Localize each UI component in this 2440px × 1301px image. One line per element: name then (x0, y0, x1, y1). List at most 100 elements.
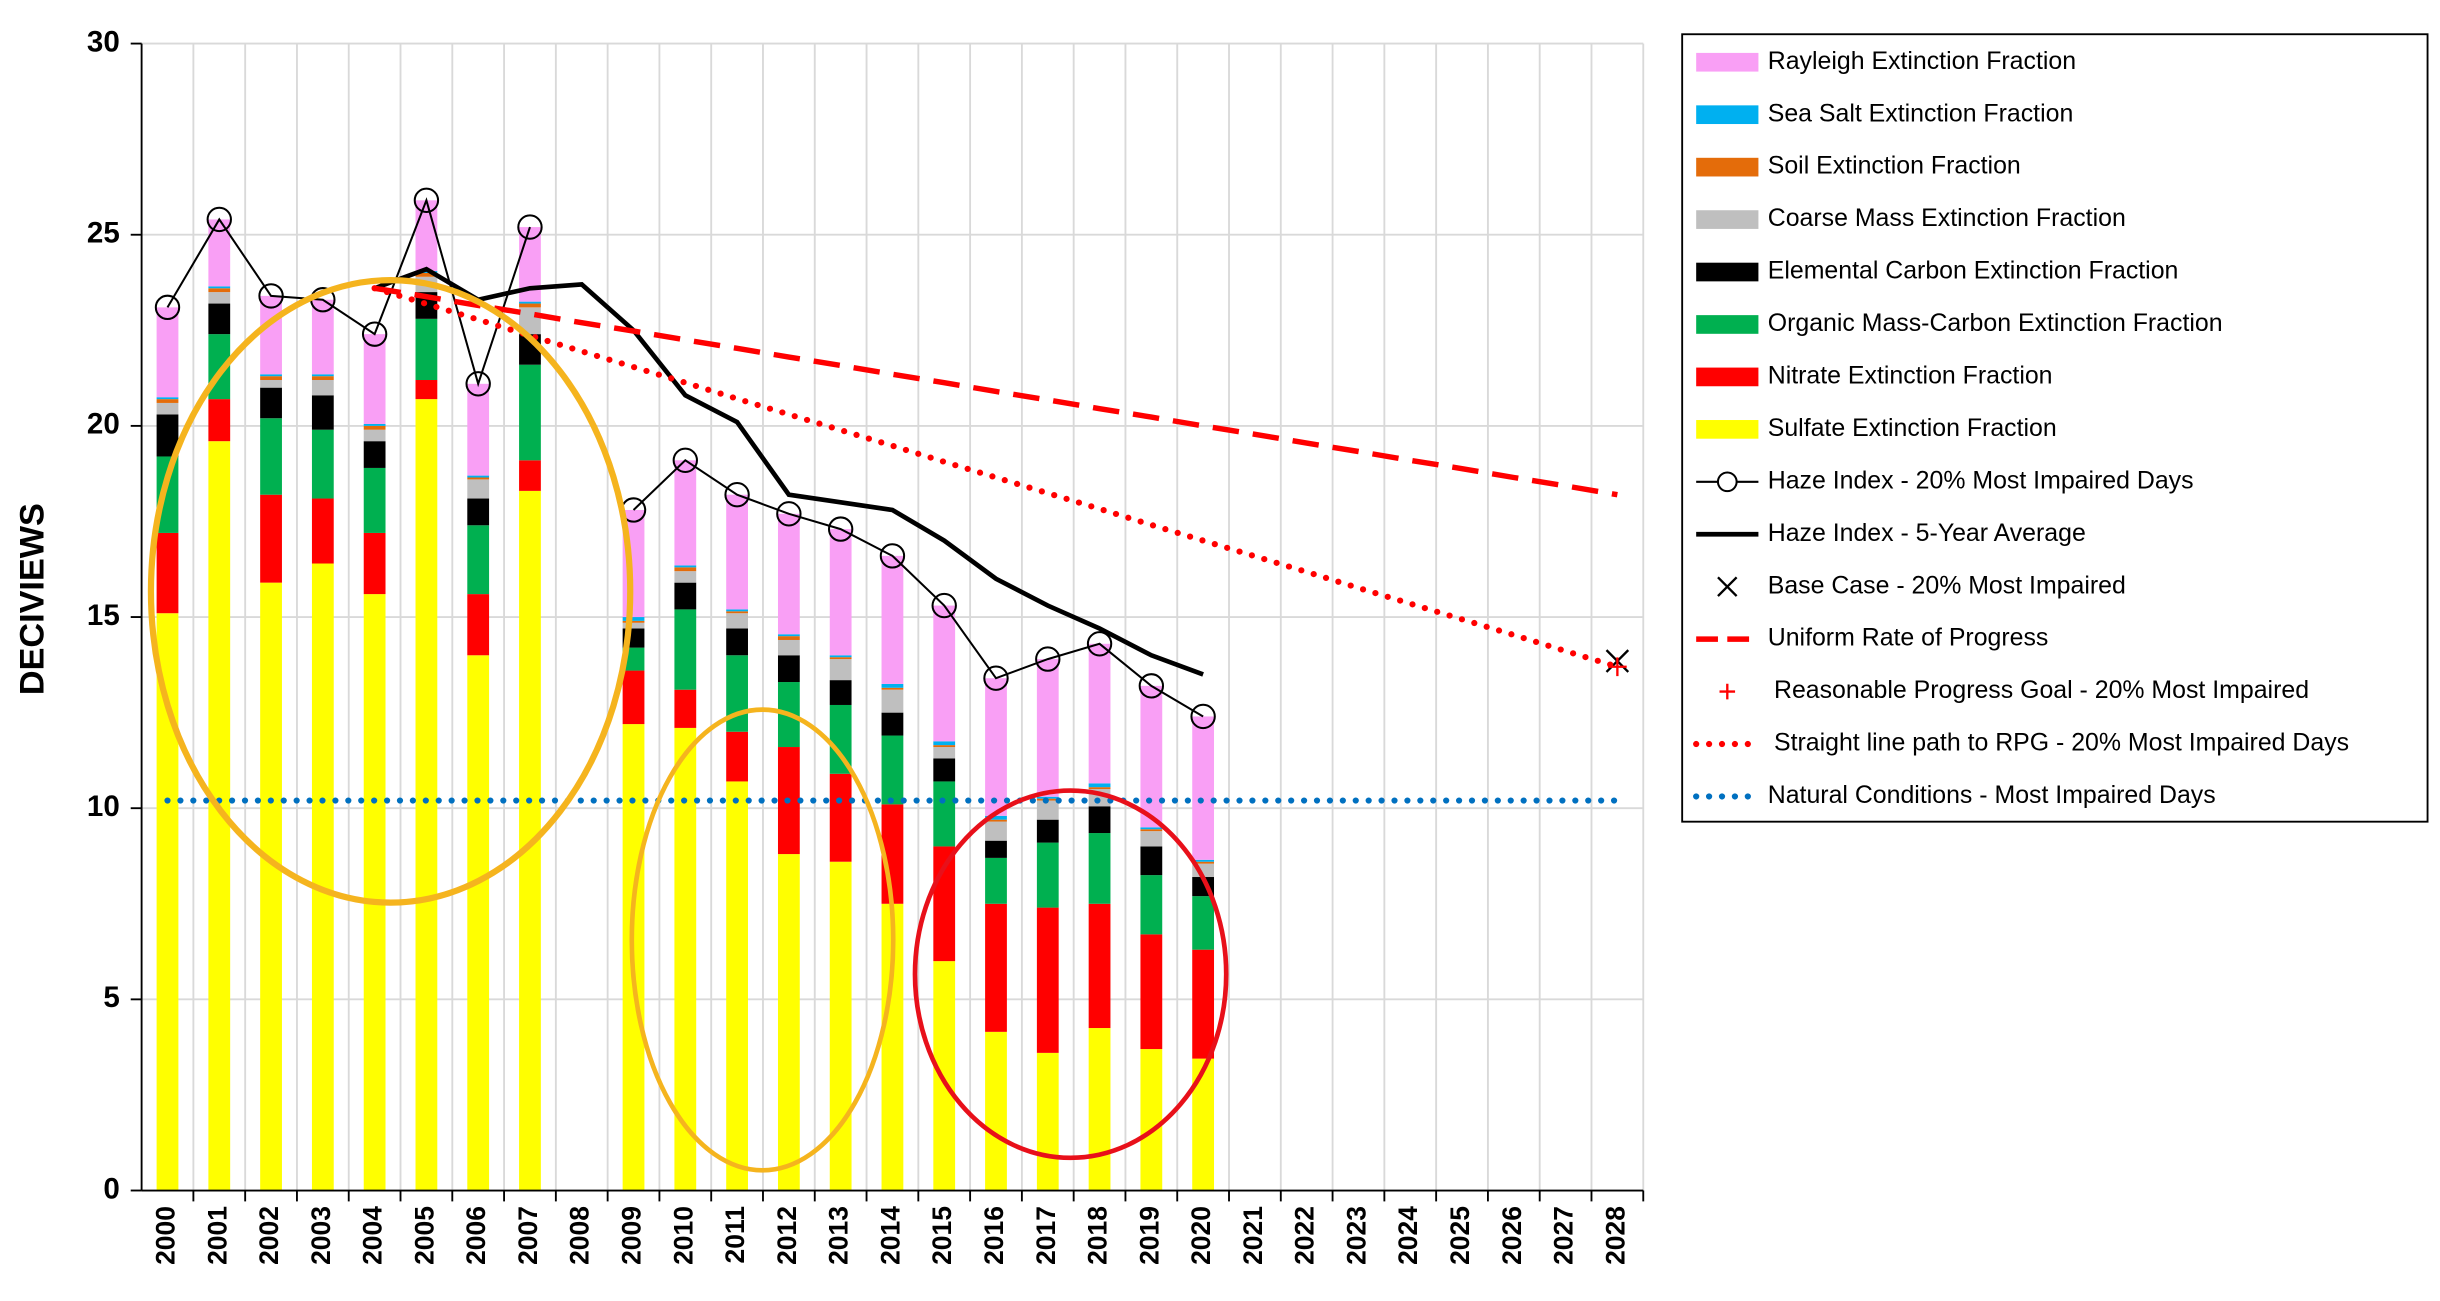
bar-segment (1036, 659, 1059, 797)
bar-segment (1088, 787, 1111, 790)
legend: Rayleigh Extinction Fraction Sea Salt Ext… (1693, 47, 2349, 809)
bar-segment (829, 529, 852, 656)
bar-segment (467, 655, 490, 1191)
x-tick-label: 2024 (1393, 1206, 1423, 1265)
bar-segment (777, 636, 800, 640)
bar-segment (1140, 685, 1163, 828)
x-tick-label: 2027 (1549, 1206, 1579, 1265)
bar-segment (208, 292, 231, 304)
bar-segment (208, 288, 231, 293)
point-marker (517, 214, 543, 240)
bar-segment (829, 657, 852, 660)
bar-segment (467, 479, 490, 499)
point-marker (1138, 673, 1165, 699)
bar-segment (208, 399, 231, 442)
bar-segment (260, 380, 282, 388)
bar-segment (1192, 859, 1215, 862)
point-marker (258, 283, 284, 309)
bar-segment (1192, 716, 1215, 860)
bar-segment (1088, 903, 1111, 1029)
bar-segment (726, 494, 748, 610)
x-tick-label: 2007 (513, 1206, 543, 1265)
bar-segment (156, 613, 179, 1191)
x-tick-label: 2022 (1290, 1206, 1320, 1265)
bar-segment (467, 498, 490, 526)
bar-segment (1088, 806, 1111, 834)
legend-label: Haze Index - 5-Year Average (1768, 519, 2086, 547)
bar-segment (1036, 800, 1059, 820)
y-tick-label: 15 (87, 599, 120, 632)
x-tick-label: 2020 (1186, 1206, 1216, 1265)
bar-segment (311, 380, 334, 396)
bar-segment (933, 961, 956, 1191)
bar-segment (208, 219, 231, 287)
bar-segment (1036, 819, 1059, 843)
bar-segment (156, 456, 179, 533)
bar-segment (519, 460, 541, 491)
bar-segment (933, 605, 956, 742)
highlight-ellipse (629, 707, 896, 1173)
bar-segment (1140, 829, 1163, 832)
x-tick-label: 2025 (1445, 1206, 1475, 1265)
legend-label: Sea Salt Extinction Fraction (1768, 99, 2074, 127)
y-tick-label: 5 (103, 981, 119, 1014)
point-marker (931, 592, 957, 619)
bar-segment (1088, 643, 1111, 784)
bar-segment (415, 380, 438, 400)
point-marker (1086, 631, 1113, 657)
x-tick-label: 2005 (409, 1206, 439, 1265)
bar-segment (467, 594, 490, 656)
bar-segment (777, 639, 800, 656)
bar-segment (933, 781, 956, 847)
x-tick-label: 2014 (875, 1206, 905, 1265)
bar-segment (674, 582, 697, 610)
bar-segment (829, 680, 852, 705)
legend-label: Rayleigh Extinction Fraction (1768, 47, 2076, 75)
legend-swatch (1696, 367, 1759, 387)
bar-segment (726, 609, 748, 612)
bar-segment (674, 565, 697, 568)
legend-swatch (1719, 683, 1736, 700)
bar-segment (1192, 949, 1215, 1059)
bar-segment (260, 418, 282, 495)
bar-segment (415, 318, 438, 381)
bar-segment (467, 477, 490, 480)
bar-segment (156, 399, 179, 403)
bar-segment (829, 704, 852, 774)
legend-label: Uniform Rate of Progress (1768, 624, 2049, 652)
bar-segment (985, 815, 1007, 820)
legend-label: Organic Mass-Carbon Extinction Fraction (1768, 309, 2223, 337)
legend-swatch (1717, 576, 1738, 597)
bar-segment (1140, 827, 1163, 830)
x-tick-label: 2019 (1134, 1206, 1164, 1265)
bar-segment (311, 429, 334, 499)
bar-segment (985, 819, 1007, 822)
bar-segment (881, 555, 904, 684)
point-marker (724, 482, 750, 508)
bar-segment (933, 747, 956, 759)
bar-segment (1140, 875, 1163, 935)
bar-segment (726, 628, 748, 656)
bar-segment (985, 857, 1007, 904)
bar-segment (156, 414, 179, 457)
bar-segment (467, 383, 490, 476)
legend-label: Reasonable Progress Goal - 20% Most Impa… (1774, 676, 2309, 704)
bar-segment (260, 494, 282, 583)
bar-segment (622, 622, 645, 629)
bar-segment (363, 334, 386, 424)
bar-segment (1036, 907, 1059, 1053)
highlight-ellipse (147, 277, 634, 906)
bar-segment (260, 376, 282, 381)
bar-segment (311, 376, 334, 381)
bar-segment (1088, 1028, 1111, 1191)
bar-segment (363, 429, 386, 442)
legend-label: Haze Index - 20% Most Impaired Days (1768, 466, 2194, 494)
bar-segment (415, 272, 438, 277)
legend-swatch (1696, 315, 1759, 334)
legend-swatch (1696, 420, 1759, 439)
bar-segment (519, 303, 541, 308)
legend-swatch (1696, 52, 1759, 72)
